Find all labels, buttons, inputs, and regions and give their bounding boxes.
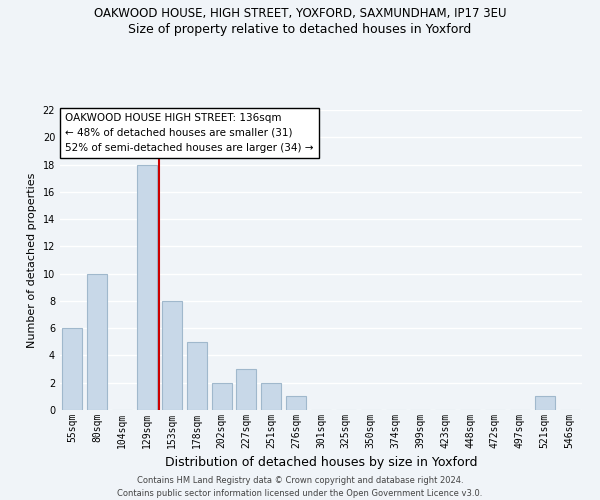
Text: OAKWOOD HOUSE, HIGH STREET, YOXFORD, SAXMUNDHAM, IP17 3EU: OAKWOOD HOUSE, HIGH STREET, YOXFORD, SAX… bbox=[94, 8, 506, 20]
Text: Contains HM Land Registry data © Crown copyright and database right 2024.
Contai: Contains HM Land Registry data © Crown c… bbox=[118, 476, 482, 498]
Bar bbox=[262, 382, 281, 410]
Bar bbox=[187, 342, 206, 410]
Text: Size of property relative to detached houses in Yoxford: Size of property relative to detached ho… bbox=[128, 22, 472, 36]
Bar bbox=[212, 382, 232, 410]
X-axis label: Distribution of detached houses by size in Yoxford: Distribution of detached houses by size … bbox=[165, 456, 477, 469]
Bar bbox=[62, 328, 82, 410]
Bar bbox=[137, 164, 157, 410]
Bar bbox=[162, 301, 182, 410]
Bar bbox=[286, 396, 306, 410]
Bar bbox=[236, 369, 256, 410]
Bar bbox=[535, 396, 554, 410]
Text: OAKWOOD HOUSE HIGH STREET: 136sqm
← 48% of detached houses are smaller (31)
52% : OAKWOOD HOUSE HIGH STREET: 136sqm ← 48% … bbox=[65, 113, 314, 152]
Y-axis label: Number of detached properties: Number of detached properties bbox=[27, 172, 37, 348]
Bar bbox=[88, 274, 107, 410]
